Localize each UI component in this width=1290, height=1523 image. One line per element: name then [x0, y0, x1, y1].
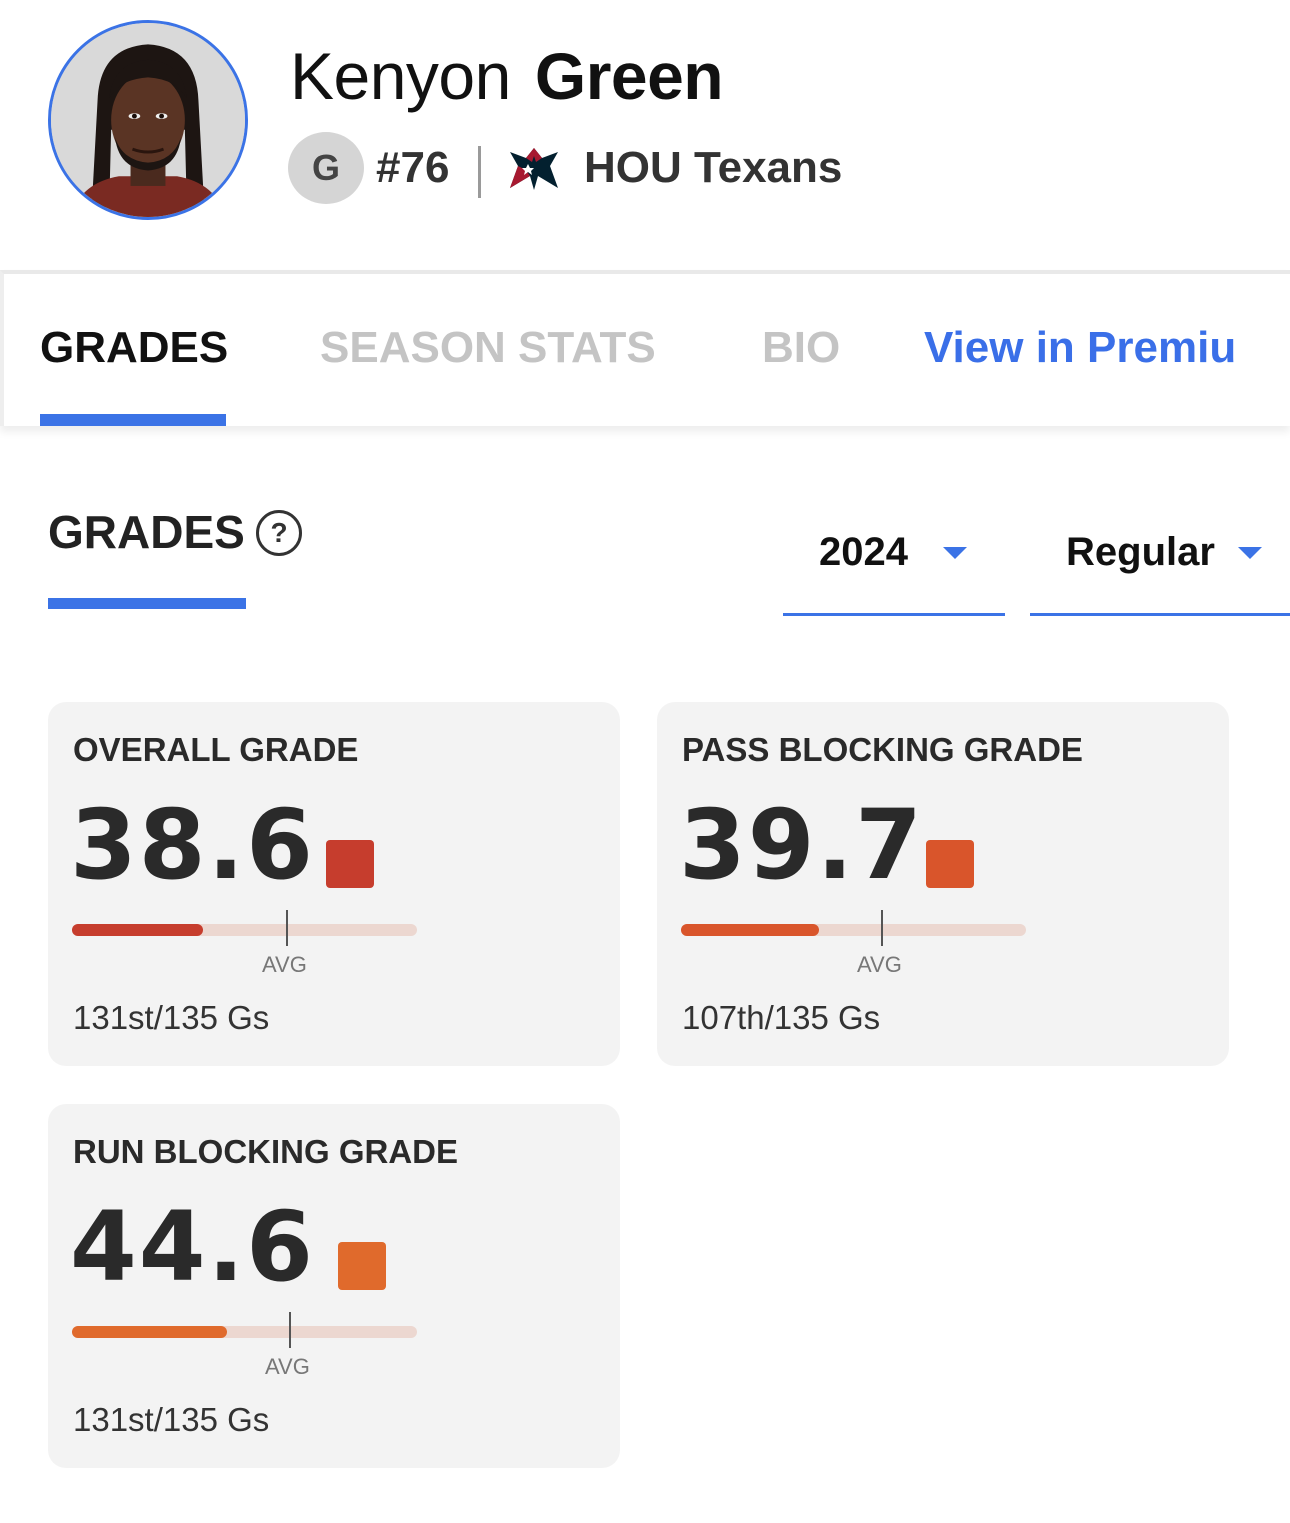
grade-card-pass-blocking[interactable]: PASS BLOCKING GRADE 39.7 AVG 107th/135 G…	[657, 702, 1229, 1066]
grade-card-run-blocking[interactable]: RUN BLOCKING GRADE 44.6 AVG 131st/135 Gs	[48, 1104, 620, 1468]
help-icon[interactable]: ?	[256, 510, 302, 556]
player-headshot-icon	[51, 23, 245, 217]
season-select[interactable]: 2024	[783, 520, 1005, 616]
houston-texans-logo-icon	[510, 148, 558, 190]
tab-grades[interactable]: GRADES	[40, 323, 229, 372]
player-name: Kenyon Green	[290, 36, 724, 116]
grade-score: 44.6	[70, 1191, 315, 1303]
avg-label: AVG	[262, 952, 307, 977]
avg-marker	[289, 1312, 291, 1348]
grade-bar-track	[72, 1326, 417, 1338]
grade-title: RUN BLOCKING GRADE	[73, 1133, 458, 1170]
chevron-down-icon	[943, 547, 967, 559]
grade-bar-track	[72, 924, 417, 936]
grade-color-swatch	[326, 840, 374, 888]
header-divider	[478, 146, 481, 198]
chevron-down-icon	[1238, 547, 1262, 559]
grade-bar-fill	[72, 924, 203, 936]
player-avatar	[48, 20, 248, 220]
season-type-select-value: Regular	[1066, 530, 1215, 574]
active-tab-indicator	[40, 414, 226, 426]
section-title: GRADES	[48, 506, 245, 558]
avg-label: AVG	[857, 952, 902, 977]
jersey-number: #76	[376, 143, 450, 192]
grade-rank: 131st/135 Gs	[73, 999, 270, 1036]
tab-season-stats[interactable]: SEASON STATS	[320, 323, 656, 372]
grade-card-overall[interactable]: OVERALL GRADE 38.6 AVG 131st/135 Gs	[48, 702, 620, 1066]
grade-rank: 131st/135 Gs	[73, 1401, 270, 1438]
grade-title: PASS BLOCKING GRADE	[682, 731, 1083, 768]
grade-bar-fill	[681, 924, 819, 936]
tab-view-in-premium[interactable]: View in Premiu	[924, 323, 1237, 372]
avg-label: AVG	[265, 1354, 310, 1379]
grade-bar-track	[681, 924, 1026, 936]
player-last-name: Green	[534, 39, 724, 113]
team-name[interactable]: HOU Texans	[584, 143, 843, 192]
tab-bar: GRADES SEASON STATS BIO View in Premiu	[0, 270, 1290, 426]
season-type-select[interactable]: Regular	[1030, 520, 1290, 616]
section-underline	[48, 598, 246, 609]
grade-bar-fill	[72, 1326, 227, 1338]
tab-bio[interactable]: BIO	[762, 323, 841, 372]
avg-marker	[881, 910, 883, 946]
grade-score: 38.6	[70, 789, 315, 901]
grade-title: OVERALL GRADE	[73, 731, 359, 768]
avg-marker	[286, 910, 288, 946]
position-badge: G	[288, 132, 364, 204]
grade-color-swatch	[338, 1242, 386, 1290]
grade-color-swatch	[926, 840, 974, 888]
player-first-name: Kenyon	[290, 39, 511, 113]
grade-score: 39.7	[679, 789, 924, 901]
season-select-value: 2024	[819, 530, 908, 574]
grade-rank: 107th/135 Gs	[682, 999, 881, 1036]
